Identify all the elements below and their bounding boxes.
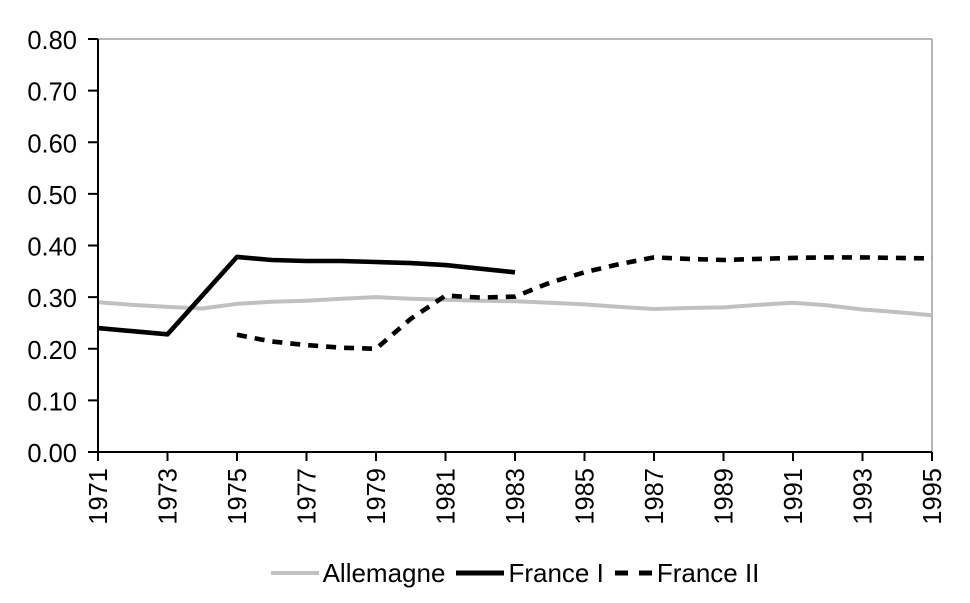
x-tick-label: 1975 — [224, 468, 252, 525]
series-line-allemagne — [97, 295, 933, 318]
x-tick-label: 1971 — [85, 468, 113, 525]
x-tick-label: 1985 — [572, 468, 600, 525]
series-line-france-i — [97, 254, 516, 337]
legend-label-france-2: France II — [656, 557, 760, 588]
x-tick-label: 1979 — [363, 468, 391, 525]
y-tick-label: 0.00 — [27, 440, 77, 468]
legend-item-allemagne: Allemagne — [270, 557, 446, 588]
legend: Allemagne France I France II — [98, 553, 932, 593]
y-tick-label: 0.70 — [27, 79, 77, 107]
x-tick-label: 1977 — [294, 468, 322, 525]
x-tick-label: 1973 — [155, 468, 183, 525]
x-tick-label: 1987 — [641, 468, 669, 525]
y-tick-label: 0.10 — [27, 388, 77, 416]
france-1-line-swatch-icon — [456, 570, 505, 576]
y-tick-label: 0.40 — [27, 234, 77, 262]
y-tick-label: 0.30 — [27, 285, 77, 313]
x-tick-label: 1991 — [780, 468, 808, 525]
france-2-dashed-swatch-icon — [614, 570, 653, 576]
y-tick-label: 0.20 — [27, 337, 77, 365]
y-tick-label: 0.50 — [27, 182, 77, 210]
legend-label-allemagne: Allemagne — [322, 557, 446, 588]
series-line-france-ii — [236, 255, 933, 352]
legend-item-france-2: France II — [614, 557, 760, 588]
y-tick-label: 0.80 — [27, 27, 77, 55]
allemagne-line-swatch-icon — [270, 571, 319, 575]
legend-item-france-1: France I — [456, 557, 604, 588]
x-tick-label: 1981 — [433, 468, 461, 525]
x-tick-label: 1989 — [711, 468, 739, 525]
y-tick-label: 0.60 — [27, 130, 77, 158]
x-tick-label: 1993 — [850, 468, 878, 525]
legend-label-france-1: France I — [508, 557, 604, 588]
x-tick-label: 1983 — [502, 468, 530, 525]
x-tick-label: 1995 — [919, 468, 947, 525]
